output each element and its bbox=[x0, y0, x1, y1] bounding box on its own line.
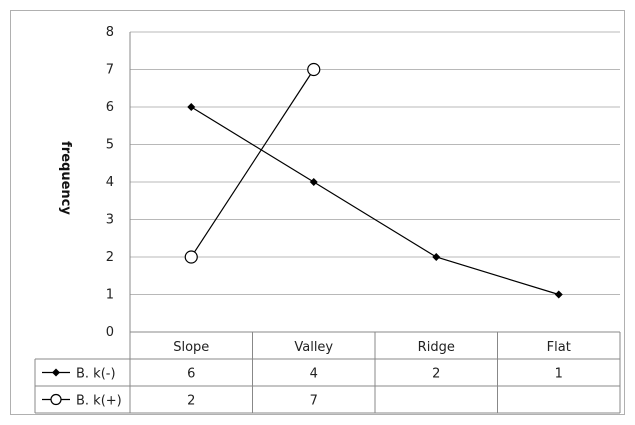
y-tick-label: 6 bbox=[106, 100, 114, 115]
y-tick-labels: 0 1 2 3 4 5 6 7 8 bbox=[106, 25, 114, 340]
x-tick-label: Ridge bbox=[418, 340, 455, 355]
legend-marker bbox=[50, 393, 62, 406]
table-cell: 1 bbox=[555, 367, 563, 382]
table-cell: 7 bbox=[310, 394, 318, 409]
x-tick-label: Flat bbox=[547, 340, 571, 355]
y-tick-label: 0 bbox=[106, 325, 114, 340]
data-point bbox=[187, 103, 196, 111]
y-axis-label: frequency bbox=[58, 141, 73, 215]
data-point bbox=[184, 250, 198, 264]
legend-marker bbox=[52, 368, 60, 377]
y-tick-label: 8 bbox=[106, 25, 114, 40]
y-tick-label: 4 bbox=[106, 175, 114, 190]
chart-frame bbox=[10, 10, 625, 415]
x-tick-label: Slope bbox=[173, 340, 209, 355]
y-tick-label: 7 bbox=[106, 63, 114, 78]
series-line bbox=[190, 69, 315, 258]
table-cell: 2 bbox=[432, 367, 440, 382]
y-tick-label: 5 bbox=[106, 138, 114, 153]
series-line bbox=[190, 106, 559, 296]
legend-label: B. k(+) bbox=[76, 394, 122, 409]
y-tick-label: 2 bbox=[106, 250, 114, 265]
data-point bbox=[432, 253, 441, 261]
table-cell: 2 bbox=[187, 394, 195, 409]
x-tick-label: Valley bbox=[294, 340, 333, 355]
data-point bbox=[309, 178, 318, 186]
series-markers bbox=[184, 62, 563, 299]
table-cell: 6 bbox=[187, 367, 195, 382]
data-point bbox=[554, 290, 563, 299]
data-table: Slope Valley Ridge Flat B. k(-) 6 4 2 1 B. k(+) 2 7 bbox=[34, 331, 621, 414]
series-lines bbox=[190, 69, 559, 296]
y-tick-label: 1 bbox=[106, 288, 114, 303]
table-cell: 4 bbox=[310, 367, 318, 382]
y-tick-label: 3 bbox=[106, 213, 114, 228]
data-point bbox=[307, 62, 321, 77]
legend-label: B. k(-) bbox=[76, 367, 116, 382]
gridlines bbox=[129, 31, 620, 333]
